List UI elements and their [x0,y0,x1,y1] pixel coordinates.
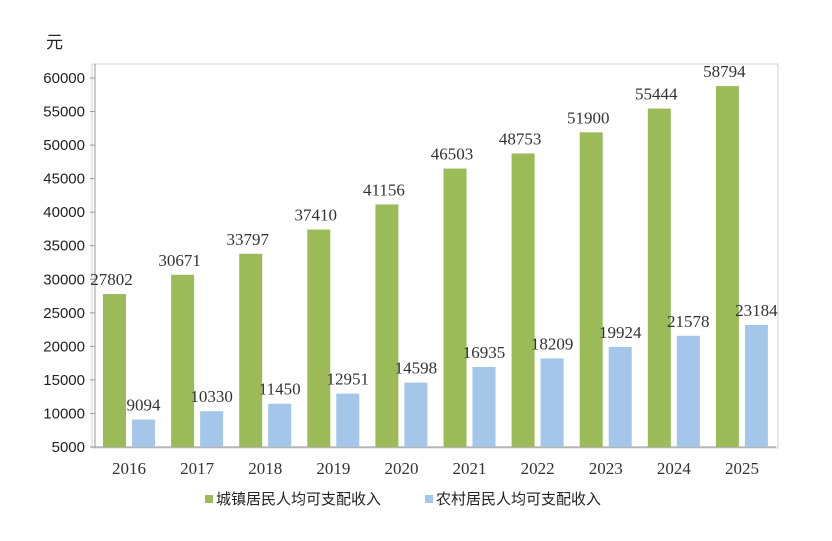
y-tick-label: 35000 [43,238,85,255]
data-label: 23184 [735,301,778,320]
rural-income-bar [472,366,496,447]
rural-income-bar [336,393,360,447]
x-tick-label: 2018 [248,459,282,478]
x-tick-label: 2021 [453,459,487,478]
x-tick-label: 2025 [725,459,759,478]
data-label: 18209 [531,334,574,353]
rural-income-bar [404,382,428,447]
x-tick-label: 2024 [657,459,692,478]
legend-label: 农村居民人均可支配收入 [436,490,601,508]
urban-income-bar [715,86,739,448]
x-tick-label: 2016 [112,459,146,478]
y-tick-label: 45000 [43,171,85,188]
y-axis-unit-label: 元 [46,33,63,53]
data-label: 55444 [635,85,678,104]
urban-income-bar [579,132,603,448]
y-tick-label: 55000 [43,104,85,121]
urban-income-bar [443,168,467,447]
urban-income-bar [171,274,195,447]
rural-income-bar [608,346,632,447]
data-label: 41156 [363,180,405,199]
data-label: 14598 [395,359,438,378]
urban-income-bar [375,204,399,447]
legend-label: 城镇居民人均可支配收入 [216,490,381,508]
data-label: 21578 [667,312,710,331]
plot-border [91,63,779,449]
rural-income-bar [132,419,155,447]
y-tick-label: 10000 [43,405,85,422]
x-tick-label: 2023 [589,459,623,478]
data-label: 37410 [295,206,338,225]
data-label: 16935 [463,343,506,362]
data-label: 9094 [127,396,162,415]
urban-income-bar [511,153,535,447]
y-tick-label: 25000 [43,305,85,322]
data-label: 19924 [599,323,642,342]
rural-income-bar [744,325,768,447]
legend-swatch [205,495,213,503]
data-label: 10330 [190,387,233,406]
y-tick-label: 15000 [43,372,85,389]
urban-income-bar [307,229,331,447]
urban-income-bar [647,108,671,447]
data-label: 11450 [259,380,301,399]
y-tick-label: 30000 [43,271,85,288]
data-label: 46503 [431,145,474,164]
data-label: 51900 [567,108,610,127]
data-label: 30671 [158,251,201,270]
rural-income-bar [540,358,564,447]
legend: 城镇居民人均可支配收入 农村居民人均可支配收入 [205,490,601,508]
y-tick-label: 50000 [43,137,85,154]
x-tick-label: 2019 [316,459,350,478]
rural-income-bar [268,403,292,447]
x-tick-label: 2020 [384,459,418,478]
data-label: 48753 [499,129,542,148]
y-tick-label: 40000 [43,204,85,221]
y-tick-label: 5000 [52,439,85,456]
urban-income-bar [239,253,263,447]
urban-income-bar [103,294,126,447]
data-label: 12951 [327,370,370,389]
rural-income-bar [200,411,224,447]
x-tick-label: 2022 [521,459,555,478]
data-label: 33797 [226,230,269,249]
legend-swatch [425,495,433,503]
rural-income-bar [676,335,700,447]
data-label: 27802 [90,270,133,289]
y-tick-label: 60000 [43,70,85,87]
y-tick-label: 20000 [43,338,85,355]
x-tick-label: 2017 [180,459,215,478]
data-label: 58794 [703,62,746,81]
